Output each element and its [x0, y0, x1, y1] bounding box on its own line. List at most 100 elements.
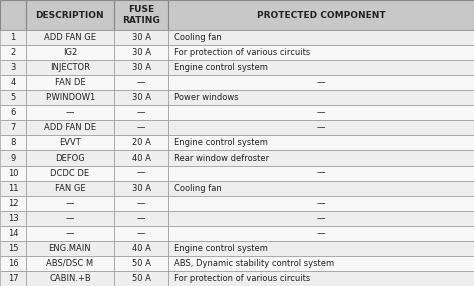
Text: —: — — [137, 108, 145, 117]
FancyBboxPatch shape — [114, 211, 168, 226]
Text: —: — — [66, 214, 74, 223]
FancyBboxPatch shape — [0, 0, 26, 30]
Text: 17: 17 — [8, 274, 18, 283]
FancyBboxPatch shape — [168, 60, 474, 75]
Text: 12: 12 — [8, 199, 18, 208]
Text: —: — — [317, 123, 325, 132]
FancyBboxPatch shape — [114, 120, 168, 136]
Text: 30 A: 30 A — [131, 48, 151, 57]
FancyBboxPatch shape — [0, 136, 26, 150]
FancyBboxPatch shape — [0, 166, 26, 180]
Text: —: — — [137, 199, 145, 208]
FancyBboxPatch shape — [114, 256, 168, 271]
Text: 9: 9 — [10, 154, 16, 162]
FancyBboxPatch shape — [114, 166, 168, 180]
Text: 6: 6 — [10, 108, 16, 117]
FancyBboxPatch shape — [0, 90, 26, 105]
FancyBboxPatch shape — [26, 105, 114, 120]
FancyBboxPatch shape — [26, 256, 114, 271]
FancyBboxPatch shape — [114, 226, 168, 241]
Text: EVVT: EVVT — [59, 138, 81, 148]
FancyBboxPatch shape — [0, 150, 26, 166]
FancyBboxPatch shape — [114, 105, 168, 120]
FancyBboxPatch shape — [0, 120, 26, 136]
Text: —: — — [317, 108, 325, 117]
FancyBboxPatch shape — [26, 271, 114, 286]
Text: Rear window defroster: Rear window defroster — [174, 154, 269, 162]
Text: —: — — [317, 199, 325, 208]
FancyBboxPatch shape — [26, 166, 114, 180]
FancyBboxPatch shape — [0, 75, 26, 90]
Text: 30 A: 30 A — [131, 93, 151, 102]
Text: FAN DE: FAN DE — [55, 78, 85, 87]
FancyBboxPatch shape — [168, 226, 474, 241]
FancyBboxPatch shape — [26, 0, 114, 30]
Text: —: — — [137, 123, 145, 132]
FancyBboxPatch shape — [168, 120, 474, 136]
FancyBboxPatch shape — [0, 30, 26, 45]
Text: ENG.MAIN: ENG.MAIN — [49, 244, 91, 253]
FancyBboxPatch shape — [0, 211, 26, 226]
FancyBboxPatch shape — [26, 90, 114, 105]
Text: 7: 7 — [10, 123, 16, 132]
FancyBboxPatch shape — [168, 166, 474, 180]
FancyBboxPatch shape — [114, 196, 168, 211]
Text: FUSE
RATING: FUSE RATING — [122, 5, 160, 25]
FancyBboxPatch shape — [114, 90, 168, 105]
FancyBboxPatch shape — [0, 45, 26, 60]
Text: 5: 5 — [10, 93, 16, 102]
FancyBboxPatch shape — [114, 0, 168, 30]
FancyBboxPatch shape — [168, 75, 474, 90]
FancyBboxPatch shape — [114, 271, 168, 286]
FancyBboxPatch shape — [168, 30, 474, 45]
Text: 13: 13 — [8, 214, 18, 223]
Text: 50 A: 50 A — [132, 259, 150, 268]
Text: 3: 3 — [10, 63, 16, 72]
Text: —: — — [317, 214, 325, 223]
FancyBboxPatch shape — [0, 226, 26, 241]
Text: 16: 16 — [8, 259, 18, 268]
FancyBboxPatch shape — [168, 136, 474, 150]
FancyBboxPatch shape — [0, 60, 26, 75]
FancyBboxPatch shape — [0, 241, 26, 256]
Text: 11: 11 — [8, 184, 18, 193]
FancyBboxPatch shape — [26, 30, 114, 45]
FancyBboxPatch shape — [114, 241, 168, 256]
FancyBboxPatch shape — [114, 75, 168, 90]
FancyBboxPatch shape — [168, 180, 474, 196]
FancyBboxPatch shape — [168, 0, 474, 30]
Text: 40 A: 40 A — [132, 154, 150, 162]
Text: INJECTOR: INJECTOR — [50, 63, 90, 72]
Text: —: — — [66, 108, 74, 117]
Text: ABS, Dynamic stability control system: ABS, Dynamic stability control system — [174, 259, 334, 268]
FancyBboxPatch shape — [168, 271, 474, 286]
Text: Engine control system: Engine control system — [174, 244, 268, 253]
FancyBboxPatch shape — [114, 60, 168, 75]
Text: —: — — [317, 168, 325, 178]
Text: 4: 4 — [10, 78, 16, 87]
Text: —: — — [317, 229, 325, 238]
Text: —: — — [66, 229, 74, 238]
Text: For protection of various circuits: For protection of various circuits — [174, 48, 310, 57]
FancyBboxPatch shape — [114, 180, 168, 196]
Text: DCDC DE: DCDC DE — [50, 168, 90, 178]
Text: PROTECTED COMPONENT: PROTECTED COMPONENT — [257, 11, 385, 19]
FancyBboxPatch shape — [114, 30, 168, 45]
Text: ADD FAN DE: ADD FAN DE — [44, 123, 96, 132]
FancyBboxPatch shape — [168, 196, 474, 211]
FancyBboxPatch shape — [26, 45, 114, 60]
FancyBboxPatch shape — [168, 45, 474, 60]
FancyBboxPatch shape — [26, 211, 114, 226]
FancyBboxPatch shape — [114, 136, 168, 150]
FancyBboxPatch shape — [26, 75, 114, 90]
Text: 40 A: 40 A — [132, 244, 150, 253]
Text: 15: 15 — [8, 244, 18, 253]
Text: 2: 2 — [10, 48, 16, 57]
Text: Cooling fan: Cooling fan — [174, 184, 222, 193]
Text: —: — — [137, 168, 145, 178]
Text: ADD FAN GE: ADD FAN GE — [44, 33, 96, 42]
Text: Cooling fan: Cooling fan — [174, 33, 222, 42]
FancyBboxPatch shape — [168, 241, 474, 256]
Text: —: — — [137, 78, 145, 87]
Text: ABS/DSC M: ABS/DSC M — [46, 259, 93, 268]
